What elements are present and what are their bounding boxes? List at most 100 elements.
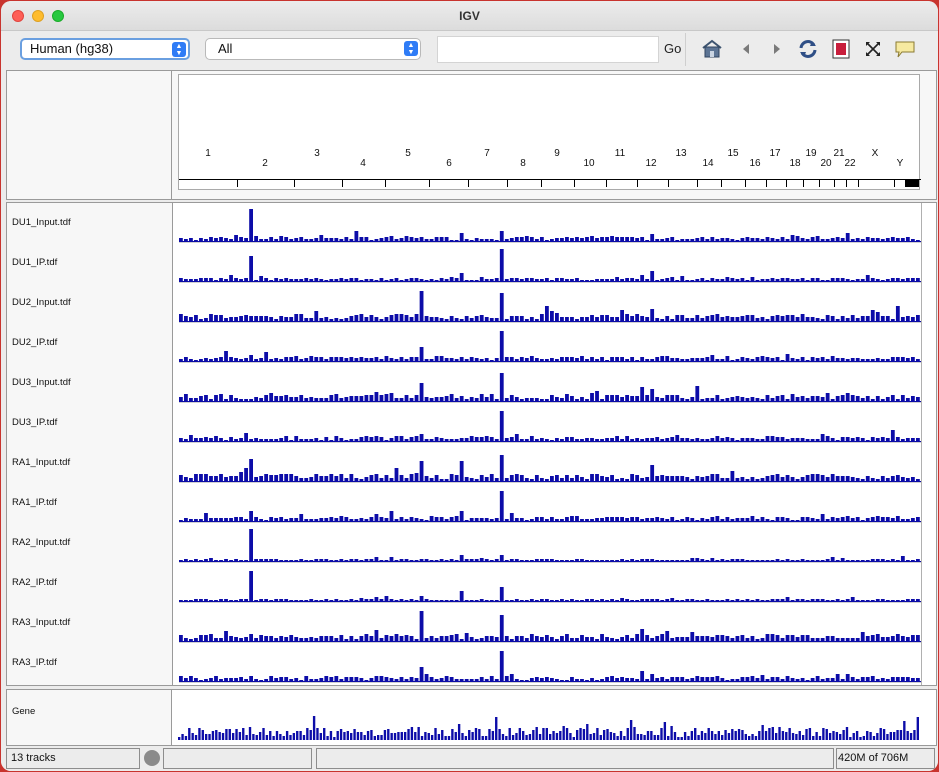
- coverage-bar: [519, 237, 524, 241]
- data-track[interactable]: [179, 483, 921, 523]
- track-name[interactable]: DU3_Input.tdf: [12, 377, 71, 388]
- gene-density-bar: [663, 722, 667, 740]
- data-track[interactable]: [179, 363, 921, 403]
- coverage-bar: [424, 359, 429, 361]
- back-icon[interactable]: [735, 39, 757, 59]
- minimize-window-button[interactable]: [32, 10, 44, 22]
- data-track[interactable]: [179, 563, 921, 603]
- popup-info-icon[interactable]: [894, 39, 916, 59]
- resize-to-window-icon[interactable]: [862, 39, 884, 59]
- gene-track-name[interactable]: Gene: [12, 706, 36, 717]
- coverage-bar: [790, 394, 795, 401]
- track-name[interactable]: DU3_IP.tdf: [12, 417, 58, 428]
- chromosome-label[interactable]: 21: [833, 148, 845, 159]
- chromosome-label[interactable]: 8: [520, 158, 526, 169]
- gene-density-bar: [302, 735, 306, 740]
- chromosome-label[interactable]: 3: [314, 148, 320, 159]
- gene-density-bar: [501, 734, 505, 740]
- chromosome-label[interactable]: 5: [405, 148, 411, 159]
- gene-density-bar: [383, 730, 387, 740]
- data-track[interactable]: [179, 523, 921, 563]
- locus-search-input[interactable]: [437, 36, 659, 63]
- coverage-bar: [229, 239, 233, 241]
- forward-icon[interactable]: [766, 39, 788, 59]
- chromosome-label[interactable]: 1: [205, 148, 211, 159]
- chromosome-label[interactable]: 18: [789, 158, 801, 169]
- home-icon[interactable]: [701, 39, 723, 59]
- chromosome-label[interactable]: 12: [645, 158, 657, 169]
- chromosome-label[interactable]: 10: [583, 158, 595, 169]
- coverage-bar: [805, 317, 810, 321]
- chromosome-label[interactable]: 6: [446, 158, 452, 169]
- chromosome-label[interactable]: 15: [727, 148, 739, 159]
- data-track[interactable]: [179, 243, 921, 283]
- chromosome-label[interactable]: 19: [805, 148, 817, 159]
- chromosome-label[interactable]: 2: [262, 158, 268, 169]
- data-track[interactable]: [179, 323, 921, 363]
- coverage-bar: [690, 632, 695, 641]
- chromosome-label[interactable]: 16: [749, 158, 761, 169]
- coverage-bar: [830, 678, 835, 681]
- ruler-tick: [385, 180, 386, 187]
- go-button[interactable]: Go: [664, 41, 682, 56]
- data-track[interactable]: [179, 643, 921, 683]
- ruler-tick: [342, 180, 343, 187]
- coverage-bar: [895, 399, 900, 401]
- coverage-bar: [239, 279, 243, 281]
- chromosome-ruler[interactable]: 1 2 3 4 5 6 7 8 9 10 11 12 13 14 15 16 17 18 19 20 21 22 X Y: [178, 74, 921, 190]
- chromosome-label[interactable]: 9: [554, 148, 560, 159]
- data-track[interactable]: [179, 203, 921, 243]
- track-name[interactable]: RA3_IP.tdf: [12, 657, 57, 668]
- track-name[interactable]: DU1_Input.tdf: [12, 217, 71, 228]
- track-name[interactable]: DU2_Input.tdf: [12, 297, 71, 308]
- coverage-bar: [339, 278, 344, 281]
- gene-track-panel[interactable]: [172, 689, 937, 746]
- track-name[interactable]: RA1_Input.tdf: [12, 457, 71, 468]
- chromosome-label[interactable]: 22: [844, 158, 856, 169]
- data-track[interactable]: [179, 443, 921, 483]
- chromosome-label[interactable]: 13: [675, 148, 687, 159]
- coverage-bar: [605, 438, 609, 441]
- refresh-icon[interactable]: [797, 39, 819, 59]
- coverage-bar: [469, 600, 474, 601]
- coverage-bar: [274, 239, 279, 241]
- coverage-bar: [835, 319, 840, 321]
- track-name[interactable]: DU1_IP.tdf: [12, 257, 58, 268]
- coverage-bar: [865, 275, 870, 281]
- data-track-panel[interactable]: [172, 202, 937, 686]
- close-window-button[interactable]: [12, 10, 24, 22]
- chromosome-label[interactable]: Y: [896, 158, 904, 169]
- region-of-interest-icon[interactable]: [830, 39, 852, 59]
- track-name[interactable]: RA1_IP.tdf: [12, 497, 57, 508]
- genome-dropdown[interactable]: Human (hg38) ▲ ▼: [20, 38, 190, 60]
- coverage-bar: [660, 439, 665, 441]
- coverage-bar: [570, 638, 574, 641]
- coverage-bar: [354, 559, 359, 561]
- coverage-bar: [645, 477, 650, 481]
- coverage-bar: [184, 394, 188, 401]
- chromosome-label[interactable]: 17: [769, 148, 781, 159]
- zoom-window-button[interactable]: [52, 10, 64, 22]
- track-name[interactable]: RA2_IP.tdf: [12, 577, 57, 588]
- chromosome-label[interactable]: 11: [614, 148, 626, 159]
- data-track[interactable]: [179, 283, 921, 323]
- coverage-bar: [765, 237, 770, 241]
- chromosome-label[interactable]: 20: [820, 158, 832, 169]
- chromosome-label[interactable]: 14: [702, 158, 714, 169]
- coverage-bar: [820, 319, 825, 321]
- track-name[interactable]: RA2_Input.tdf: [12, 537, 71, 548]
- coverage-bar: [274, 358, 279, 361]
- coverage-bar: [630, 396, 635, 401]
- coverage-bar: [464, 477, 469, 481]
- chromosome-label[interactable]: 7: [484, 148, 490, 159]
- chromosome-label[interactable]: X: [871, 148, 879, 159]
- coverage-bar: [494, 559, 499, 561]
- track-name[interactable]: DU2_IP.tdf: [12, 337, 58, 348]
- track-name[interactable]: RA3_Input.tdf: [12, 617, 71, 628]
- coverage-bar: [775, 599, 780, 601]
- coverage-bar: [259, 358, 264, 361]
- chromosome-dropdown[interactable]: All ▲ ▼: [205, 38, 421, 60]
- data-track[interactable]: [179, 603, 921, 643]
- data-track[interactable]: [179, 403, 921, 443]
- chromosome-label[interactable]: 4: [360, 158, 366, 169]
